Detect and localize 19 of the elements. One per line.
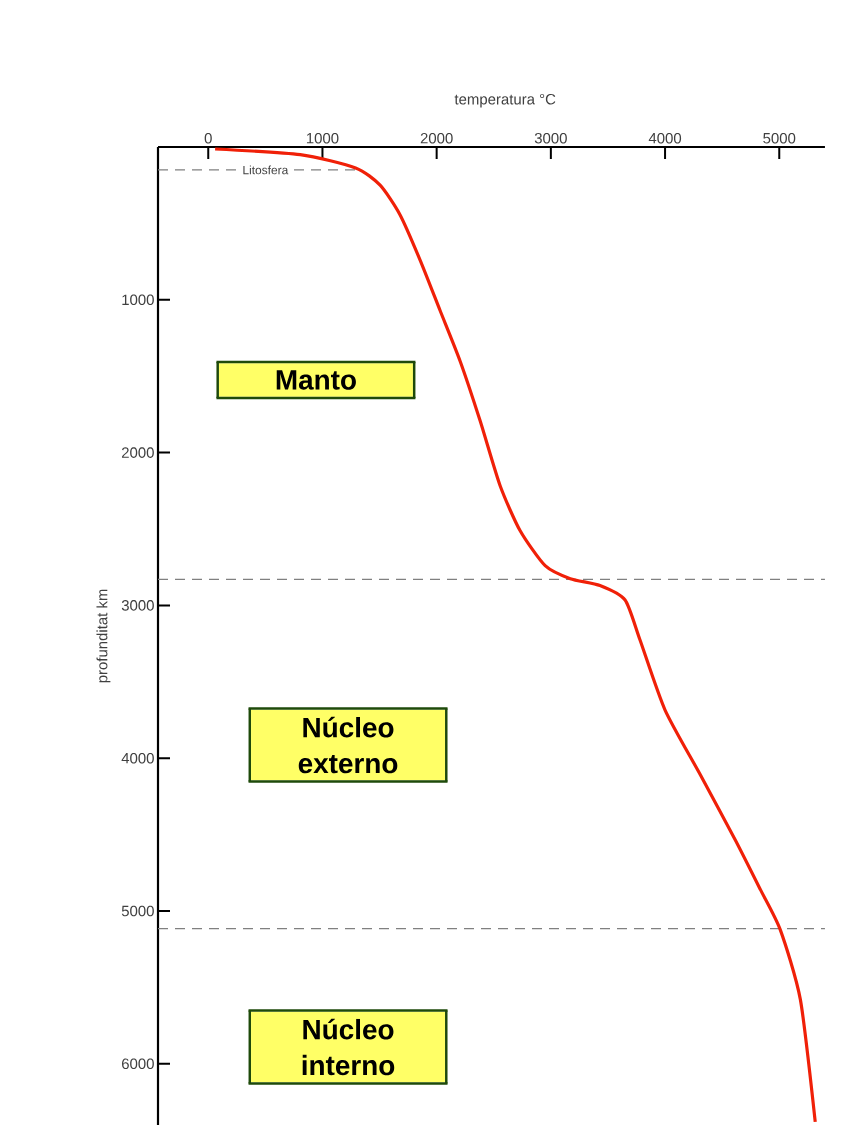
x-tick-label: 1000 (306, 132, 339, 144)
y-tick-label: 2000 (121, 447, 154, 458)
y-axis-title: profunditat km (96, 589, 111, 683)
annotation: Núcleo interno (302, 1018, 395, 1076)
x-tick-label: 0 (204, 132, 212, 144)
y-tick-label: 5000 (121, 905, 154, 917)
y-tick-label: 4000 (121, 752, 154, 764)
y-tick-label: 6000 (122, 1058, 154, 1070)
annotation: Manto (276, 370, 356, 390)
y-tick-label: 1000 (122, 294, 154, 306)
x-axis-title: temperatura °C (454, 93, 556, 108)
y-tick-label: 3000 (121, 600, 154, 611)
annotation: Núcleo externo (298, 716, 398, 774)
x-tick-label: 2000 (420, 132, 453, 144)
x-tick-label: 3000 (534, 132, 567, 144)
x-tick-label: 5000 (763, 132, 796, 144)
x-tick-label: 4000 (648, 132, 682, 144)
line-series (213, 147, 817, 1124)
ref-line-label: Litosfera (243, 165, 289, 175)
